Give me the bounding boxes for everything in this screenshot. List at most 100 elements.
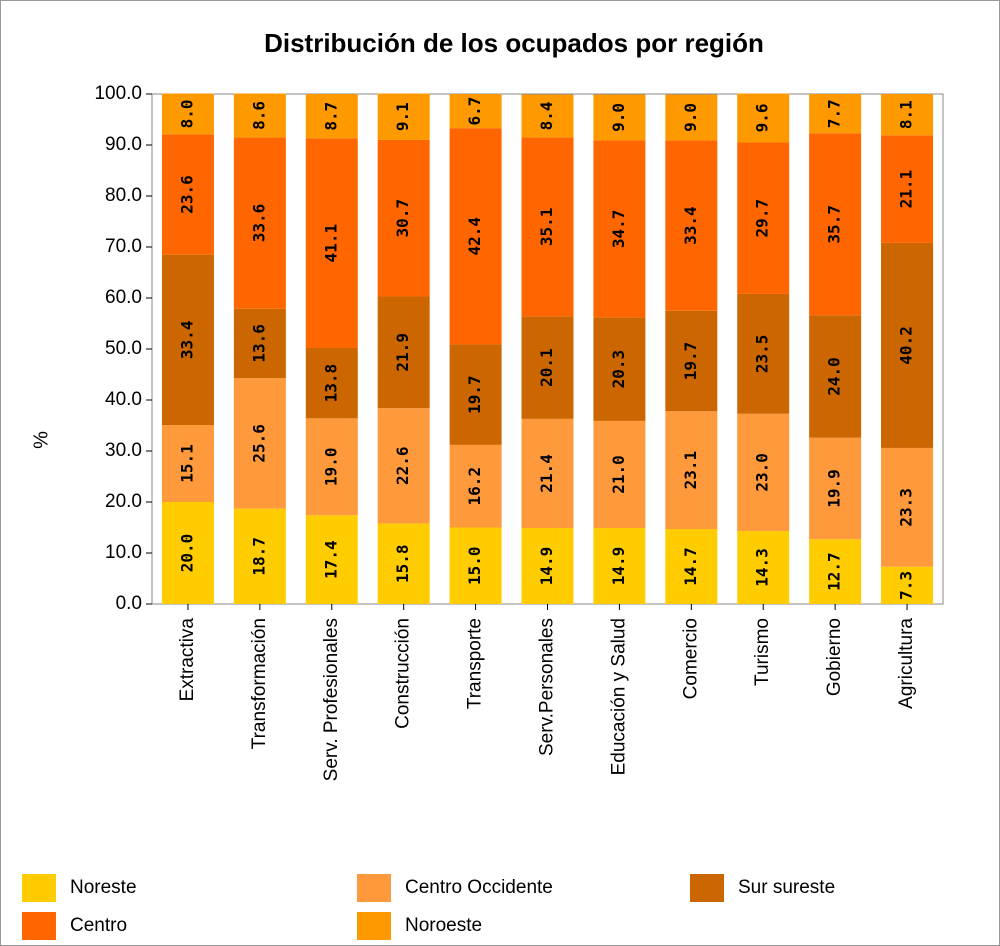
value-label: 7.7 <box>825 99 844 128</box>
value-label: 6.7 <box>465 97 484 126</box>
value-label: 19.9 <box>825 469 844 508</box>
x-tick-label: Serv.Personales <box>537 618 558 756</box>
value-label: 21.1 <box>897 170 916 209</box>
x-tick-label: Transformación <box>249 618 270 749</box>
legend-swatch <box>357 912 391 940</box>
bar-segment <box>305 418 358 516</box>
value-label: 33.4 <box>177 321 196 360</box>
value-label: 41.1 <box>321 224 340 263</box>
bar-segment <box>377 296 430 409</box>
x-tick-label: Gobierno <box>824 618 845 696</box>
bar-segment <box>809 133 862 316</box>
value-label: 21.4 <box>537 454 556 493</box>
bar-segment <box>233 137 286 309</box>
bar-segment <box>377 93 430 140</box>
bar-segment <box>809 315 862 438</box>
legend-swatch <box>690 874 724 902</box>
value-label: 35.7 <box>825 205 844 244</box>
bar-segment <box>449 444 502 528</box>
x-tick-label: Agricultura <box>896 618 917 709</box>
y-tick-label: 60.0 <box>105 287 142 308</box>
bar-segment <box>233 308 286 379</box>
bar-segment <box>881 447 934 567</box>
bar-segment <box>665 310 718 412</box>
value-label: 12.7 <box>825 552 844 591</box>
x-tick-label: Educación y Salud <box>608 618 629 775</box>
y-axis-label: % <box>30 431 52 449</box>
value-label: 23.1 <box>681 451 700 490</box>
value-label: 14.7 <box>681 547 700 586</box>
legend-label: Noroeste <box>405 915 482 936</box>
bar-segment <box>881 94 934 136</box>
value-label: 23.6 <box>177 175 196 214</box>
y-tick-label: 90.0 <box>105 134 142 155</box>
legend-label: Centro <box>70 915 127 936</box>
bar-segment <box>593 140 646 318</box>
bar-segment <box>809 94 862 134</box>
value-label: 23.5 <box>753 335 772 374</box>
value-label: 8.4 <box>537 101 556 130</box>
chart-title: Distribución de los ocupados por región <box>264 28 764 58</box>
y-tick-label: 20.0 <box>105 491 142 512</box>
value-label: 8.7 <box>321 102 340 131</box>
bar-segment <box>305 94 358 139</box>
bar-segment <box>593 528 646 604</box>
bar-segment <box>305 515 358 604</box>
bar-segment <box>881 566 934 604</box>
x-tick-label: Construcción <box>393 618 414 729</box>
bar-segment <box>521 418 574 529</box>
value-label: 20.3 <box>609 350 628 389</box>
bar-segment <box>737 293 790 414</box>
value-label: 40.2 <box>897 326 916 365</box>
value-label: 7.3 <box>897 571 916 600</box>
value-label: 21.9 <box>393 333 412 372</box>
bar-segment <box>737 413 790 532</box>
value-label: 16.2 <box>465 467 484 506</box>
bar-segment <box>161 254 214 425</box>
bar-segment <box>161 93 214 135</box>
x-tick-label: Comercio <box>680 618 701 699</box>
legend-swatch <box>357 874 391 902</box>
value-label: 23.0 <box>753 453 772 492</box>
bar-segment <box>737 142 790 294</box>
bar-segment <box>593 94 646 141</box>
value-label: 14.9 <box>609 547 628 586</box>
bar-segment <box>449 128 502 345</box>
value-label: 19.7 <box>465 375 484 414</box>
y-tick-label: 40.0 <box>105 389 142 410</box>
value-label: 14.3 <box>753 548 772 587</box>
legend-label: Sur sureste <box>738 877 835 898</box>
value-label: 35.1 <box>537 208 556 247</box>
value-label: 8.6 <box>249 101 268 130</box>
value-label: 18.7 <box>249 537 268 576</box>
value-label: 15.0 <box>465 546 484 585</box>
bar-segment <box>161 502 214 604</box>
y-tick-label: 50.0 <box>105 338 142 359</box>
value-label: 19.0 <box>321 448 340 487</box>
bar-segment <box>665 411 718 530</box>
legend-swatch <box>22 912 56 940</box>
bar-segment <box>809 539 862 604</box>
bar-segment <box>305 347 358 419</box>
legend-label: Centro Occidente <box>405 877 553 898</box>
y-tick-label: 100.0 <box>94 83 142 104</box>
bar-segment <box>449 94 502 129</box>
value-label: 20.1 <box>537 348 556 387</box>
bar-segment <box>665 140 718 311</box>
bar-segment <box>521 94 574 138</box>
value-label: 15.8 <box>393 544 412 583</box>
value-label: 30.7 <box>393 199 412 238</box>
bar-segment <box>881 135 934 243</box>
bar-segment <box>737 93 790 143</box>
bar-segment <box>449 344 502 445</box>
bar-segment <box>377 408 430 524</box>
value-label: 21.0 <box>609 455 628 494</box>
value-label: 13.6 <box>249 324 268 363</box>
value-label: 9.0 <box>609 103 628 132</box>
value-label: 33.4 <box>681 206 700 245</box>
legend-swatch <box>22 874 56 902</box>
y-tick-label: 30.0 <box>105 440 142 461</box>
value-label: 15.1 <box>177 444 196 483</box>
legend-label: Noreste <box>70 877 137 898</box>
